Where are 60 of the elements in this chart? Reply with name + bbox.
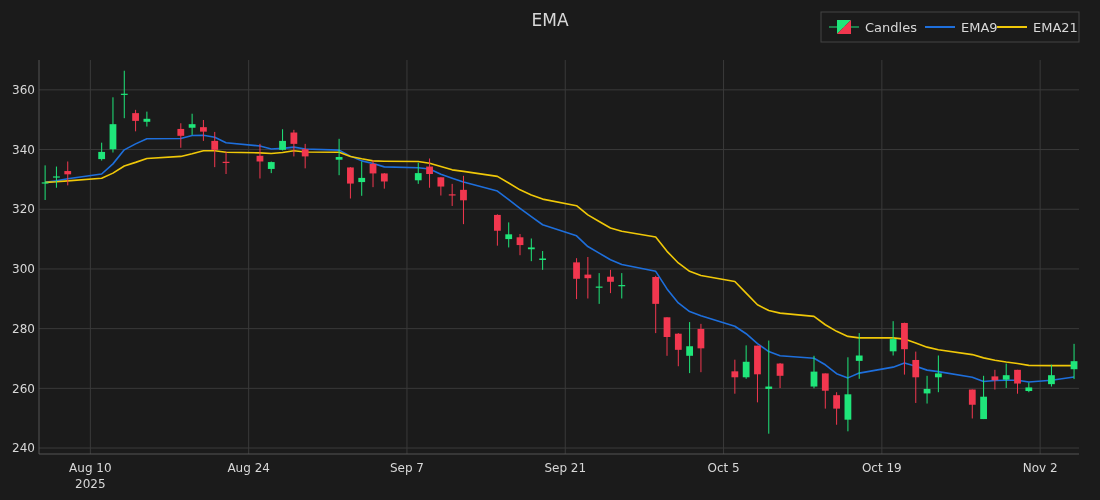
candlestick <box>64 160 72 186</box>
legend-label: Candles <box>865 19 918 35</box>
candlestick <box>1048 364 1055 388</box>
candlestick <box>211 131 219 168</box>
candlestick <box>686 321 694 374</box>
candlestick <box>833 391 840 426</box>
candlestick <box>437 176 445 197</box>
candlestick <box>889 320 897 356</box>
candlestick <box>980 375 987 420</box>
x-tick-label: Aug 10 2025 <box>69 461 112 491</box>
candlestick <box>855 332 863 380</box>
candlestick <box>731 359 739 395</box>
candlestick <box>426 158 433 189</box>
candlestick <box>188 113 196 136</box>
candlestick <box>143 111 151 128</box>
x-tick-label: Oct 19 <box>861 461 902 475</box>
candlestick <box>200 119 207 142</box>
candlestick <box>132 109 139 132</box>
x-tick-label: Sep 7 <box>389 461 424 475</box>
y-tick-label: 300 <box>12 262 35 277</box>
x-tick-label: Nov 2 <box>1022 461 1058 475</box>
candlestick <box>674 332 682 367</box>
legend-label: EMA9 <box>961 19 998 35</box>
candlestick <box>494 213 501 247</box>
y-tick-label: 360 <box>12 83 35 98</box>
candlestick <box>527 237 535 262</box>
x-tick-label: Aug 24 <box>227 461 270 475</box>
y-tick-label: 240 <box>12 441 35 456</box>
candlestick <box>742 344 750 380</box>
y-tick-label: 340 <box>12 142 35 157</box>
candlestick <box>1002 363 1010 389</box>
y-tick-label: 320 <box>12 202 35 217</box>
candlestick <box>607 269 614 294</box>
legend-label: EMA21 <box>1033 19 1078 35</box>
candlestick <box>991 369 999 391</box>
candlestick <box>177 122 185 149</box>
candlestick <box>539 250 547 271</box>
y-tick-label: 260 <box>12 381 35 396</box>
x-tick-label: Sep 21 <box>544 461 587 475</box>
candlestick <box>573 257 580 300</box>
candlestick <box>53 166 60 189</box>
candlestick <box>505 221 513 248</box>
chart-title: EMA <box>531 10 569 30</box>
candlestick <box>516 233 524 256</box>
candlestick <box>414 162 422 185</box>
candlestick <box>347 166 354 199</box>
y-tick-label: 280 <box>12 321 35 336</box>
candlestick <box>968 389 976 419</box>
candlestick <box>301 143 309 169</box>
candlestick <box>821 372 829 410</box>
candlestick <box>934 355 942 393</box>
candlestick <box>912 351 920 404</box>
candlestick <box>290 129 298 157</box>
candlestick <box>663 316 671 357</box>
candlestick <box>335 138 343 176</box>
candlestick <box>460 175 467 225</box>
candlestick <box>41 164 49 201</box>
x-tick-label: Oct 5 <box>707 461 740 475</box>
candlestick <box>448 183 456 207</box>
candlestick <box>358 160 366 197</box>
